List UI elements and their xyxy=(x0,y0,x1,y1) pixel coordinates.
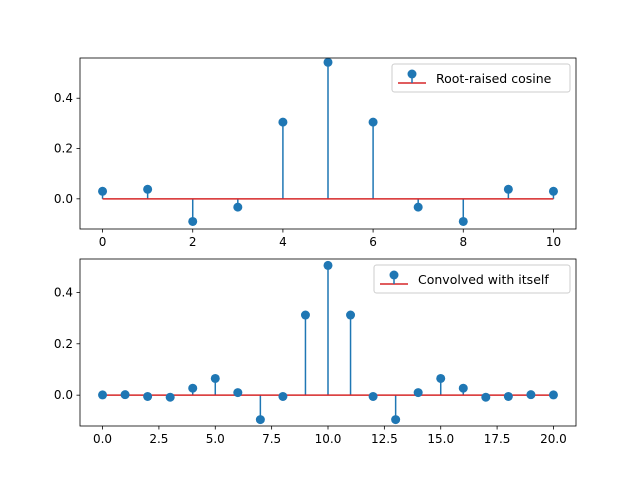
stem-marker xyxy=(436,373,446,383)
stem-marker xyxy=(233,202,243,212)
x-tick-label: 15.0 xyxy=(427,432,454,446)
y-tick-label: 0.0 xyxy=(54,388,73,402)
stem-marker xyxy=(548,390,558,400)
stem-marker xyxy=(368,117,378,127)
stem-marker xyxy=(143,391,153,401)
y-tick-label: 0.0 xyxy=(54,192,73,206)
y-tick-label: 0.4 xyxy=(54,91,73,105)
stem-marker xyxy=(143,184,153,194)
stem-marker xyxy=(346,310,356,320)
stem-marker xyxy=(120,390,130,400)
legend-marker-swatch xyxy=(407,69,417,79)
stem-marker xyxy=(300,310,310,320)
x-tick-label: 2.5 xyxy=(149,432,168,446)
x-tick-label: 5.0 xyxy=(206,432,225,446)
legend-box xyxy=(373,264,571,294)
stem-marker xyxy=(458,383,468,393)
x-tick-label: 20.0 xyxy=(540,432,567,446)
legend-label: Convolved with itself xyxy=(418,272,549,287)
x-tick-label: 10 xyxy=(546,235,561,249)
stem-marker xyxy=(98,186,108,196)
stem-marker xyxy=(503,391,513,401)
stem-marker xyxy=(278,117,288,127)
legend-label: Root-raised cosine xyxy=(436,71,552,86)
x-tick-label: 8 xyxy=(459,235,467,249)
stem-marker xyxy=(391,415,401,425)
stem-marker xyxy=(210,373,220,383)
chart-root-raised-cosine: 0 2 4 6 8 10 0.0 0.2 0.4 Root-raised cosine xyxy=(54,57,577,249)
chart-convolved-with-itself: 0.0 2.5 5.0 7.5 10.0 12.5 15.0 17.5 20.0 0.0 0.2 0.… xyxy=(54,258,577,446)
stem-marker xyxy=(188,216,198,226)
y-tick-label: 0.2 xyxy=(54,337,73,351)
x-tick-label: 6 xyxy=(369,235,377,249)
stem-marker xyxy=(323,57,333,67)
stem-marker xyxy=(481,392,491,402)
stem-marker xyxy=(323,260,333,270)
y-tick-label: 0.2 xyxy=(54,142,73,156)
legend-marker-swatch xyxy=(389,270,399,280)
stem-marker xyxy=(526,390,536,400)
stem-marker xyxy=(165,392,175,402)
x-tick-label: 7.5 xyxy=(262,432,281,446)
x-tick-label: 0.0 xyxy=(93,432,112,446)
axes-frame xyxy=(79,57,577,230)
stem-marker xyxy=(548,186,558,196)
stem-marker xyxy=(413,202,423,212)
x-tick-label: 10.0 xyxy=(315,432,342,446)
x-tick-label: 17.5 xyxy=(484,432,511,446)
stem-marker xyxy=(368,391,378,401)
stem-marker xyxy=(278,391,288,401)
x-tick-label: 0 xyxy=(99,235,107,249)
stem-marker xyxy=(458,216,468,226)
stem-marker xyxy=(98,390,108,400)
stem-marker xyxy=(503,184,513,194)
stem-marker xyxy=(413,388,423,398)
x-tick-label: 4 xyxy=(279,235,287,249)
y-tick-label: 0.4 xyxy=(54,285,73,299)
x-tick-label: 12.5 xyxy=(371,432,398,446)
stem-marker xyxy=(188,383,198,393)
stem-marker xyxy=(233,388,243,398)
x-tick-label: 2 xyxy=(189,235,197,249)
stem-marker xyxy=(255,415,265,425)
legend-box xyxy=(391,63,571,93)
